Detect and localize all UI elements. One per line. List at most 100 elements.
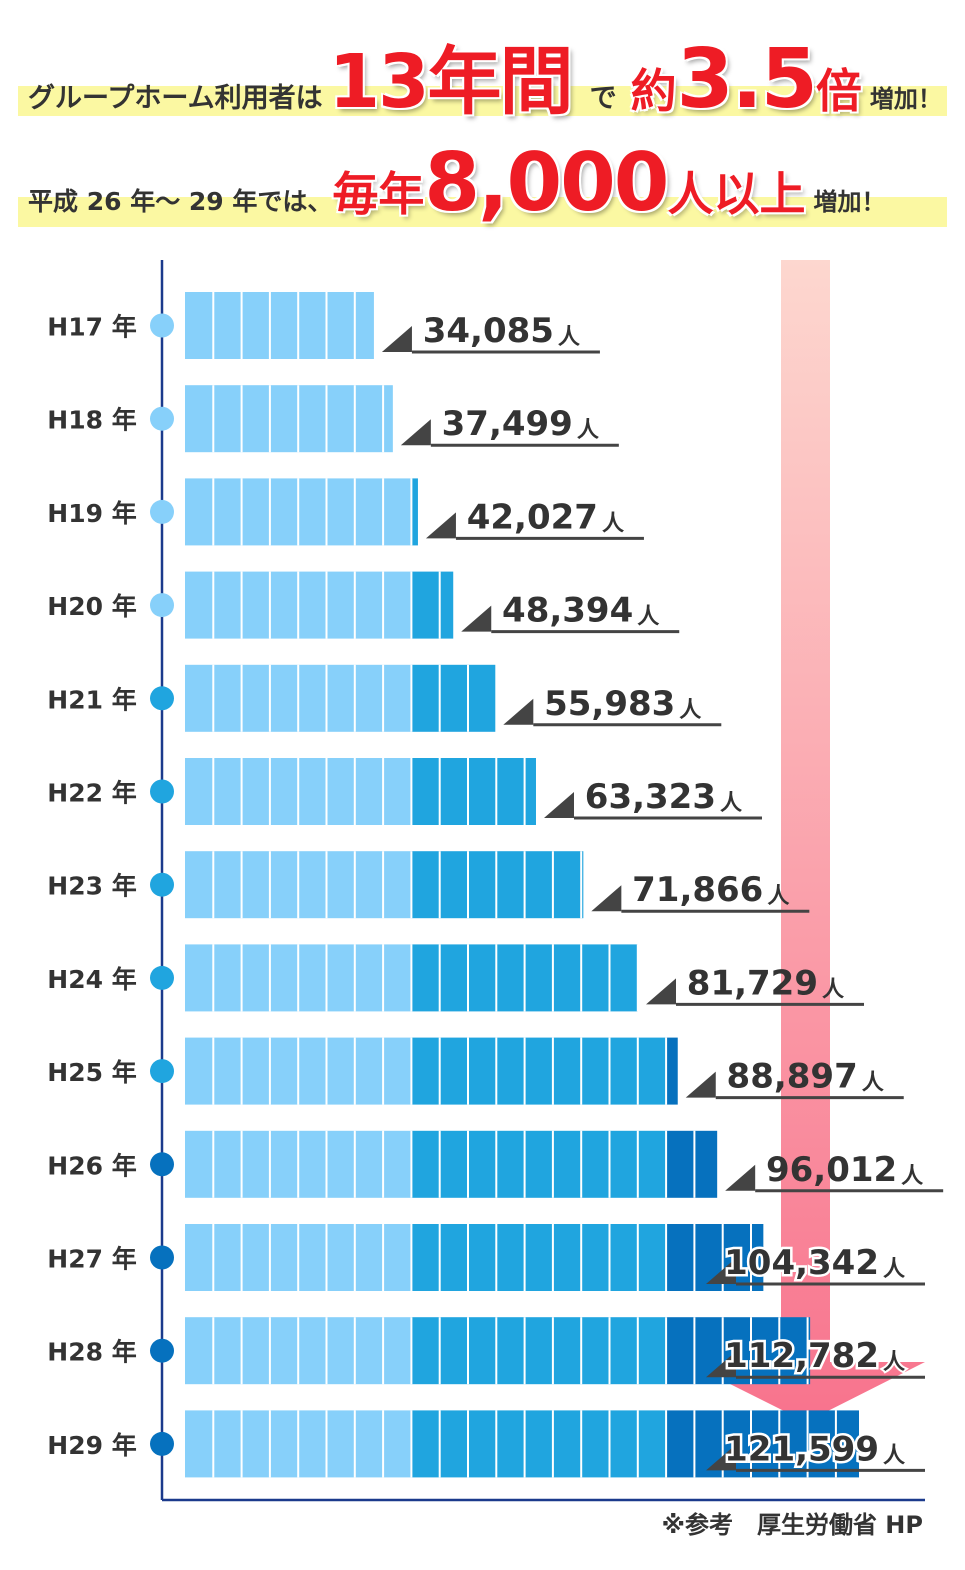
headline-1-de: で — [589, 83, 617, 114]
timeline-dot — [150, 1152, 174, 1177]
bar-segment — [383, 664, 412, 732]
bar-segment — [411, 851, 440, 919]
bar-segment — [807, 1317, 811, 1385]
category-label: H17 年 — [47, 313, 136, 342]
headline-1-increase: 増加！ — [869, 85, 942, 113]
value-label: 96,012 — [766, 1150, 897, 1190]
bar-segment — [581, 944, 610, 1012]
timeline-dot — [150, 1338, 174, 1363]
category-label: H21 年 — [47, 685, 136, 714]
value-label: 121,599 — [724, 1429, 879, 1469]
bar-segment — [298, 292, 327, 359]
bar-segment — [213, 571, 242, 639]
bar-segment — [269, 385, 299, 453]
bar-segment — [468, 664, 496, 732]
callout-pointer — [646, 978, 677, 1005]
bar-segment — [298, 664, 327, 732]
bar-segment — [298, 758, 327, 825]
bar-segment — [213, 851, 242, 919]
bar-segment — [213, 1317, 242, 1385]
bar-segment — [354, 664, 384, 732]
bar-segment — [326, 1224, 355, 1291]
value-unit: 人 — [883, 1350, 905, 1375]
bar-segment — [552, 1410, 582, 1478]
bar-segment — [807, 1410, 836, 1478]
category-label: H24 年 — [47, 965, 136, 994]
bar-segment — [411, 478, 418, 546]
timeline-dot — [150, 1431, 174, 1456]
bar-segment — [439, 571, 454, 639]
bar-segment — [411, 664, 440, 732]
callout-pointer — [461, 605, 492, 632]
timeline-dot — [150, 872, 174, 897]
bar-segment — [496, 1317, 525, 1385]
value-unit: 人 — [822, 977, 844, 1002]
bar-segment — [354, 1410, 384, 1478]
bar-segment — [552, 944, 582, 1012]
bar-segment — [637, 1410, 667, 1478]
bar-segment — [354, 292, 374, 359]
bar-segment — [411, 758, 440, 825]
growth-arrow — [686, 260, 925, 1422]
bar-segment — [213, 292, 242, 359]
bar-segment — [524, 1410, 553, 1478]
bar-segment — [326, 571, 355, 639]
bar-segment — [354, 1037, 384, 1105]
bar-segment — [552, 1130, 582, 1198]
timeline-dot — [150, 1245, 174, 1270]
bar-segment — [383, 1317, 412, 1385]
bar-segment — [185, 1130, 214, 1198]
bar-segment — [609, 1410, 638, 1478]
bar-segment — [185, 571, 214, 639]
bar-segment — [581, 1317, 610, 1385]
bar-segment — [439, 1410, 468, 1478]
bar-segment — [213, 385, 242, 453]
bar-segment — [326, 1130, 355, 1198]
timeline-dot — [150, 1059, 174, 1084]
bar-segment — [269, 1037, 299, 1105]
bar-segment — [468, 944, 497, 1012]
callout-pointer — [685, 1071, 716, 1098]
bar-segment — [241, 1037, 270, 1105]
bar-segment — [326, 944, 355, 1012]
headline-2-highlight — [18, 197, 947, 227]
bar-segment — [524, 1224, 553, 1291]
bar-segment — [694, 1130, 718, 1198]
value-label: 71,866 — [632, 870, 763, 910]
bar-segment — [269, 292, 299, 359]
bar-segment — [496, 944, 525, 1012]
callout-pointer — [543, 792, 574, 818]
bar-segment — [241, 571, 270, 639]
bar-segment — [213, 1130, 242, 1198]
bar-segment — [354, 385, 384, 453]
bar-segment — [213, 758, 242, 825]
bar-segment — [213, 944, 242, 1012]
timeline-dot — [150, 965, 174, 990]
bar-segment — [439, 664, 468, 732]
bar-segment — [411, 1317, 440, 1385]
bar-segment — [468, 1317, 497, 1385]
category-label: H23 年 — [47, 872, 136, 901]
bar-segment — [185, 292, 214, 359]
bar-segment — [411, 1224, 440, 1291]
value-label: 81,729 — [687, 963, 818, 1003]
value-unit: 人 — [883, 1257, 905, 1282]
bar-segment — [213, 478, 242, 546]
bar-segment — [269, 571, 299, 639]
bar-segment — [354, 1317, 384, 1385]
bar-segment — [383, 1037, 412, 1105]
bar-segment — [383, 1410, 412, 1478]
bar-segment — [185, 664, 214, 732]
bar-segment — [383, 478, 412, 546]
bar-segment — [581, 1130, 610, 1198]
bar-segment — [383, 385, 393, 453]
timeline-dot — [150, 313, 174, 338]
bar-segment — [524, 1130, 553, 1198]
bar-segment — [326, 292, 355, 359]
value-label: 48,394 — [502, 591, 633, 631]
callout-pointer — [706, 1351, 736, 1378]
value-label: 42,027 — [467, 497, 598, 537]
timeline-dot — [150, 686, 174, 711]
headline-1-times: 倍 — [815, 64, 862, 118]
